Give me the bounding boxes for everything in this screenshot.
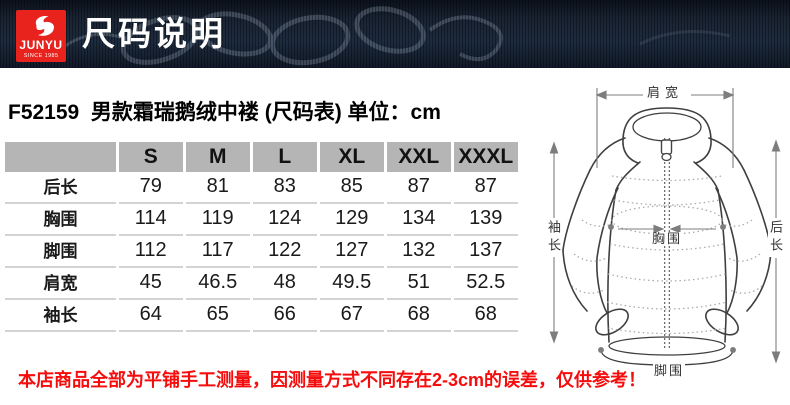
table-cell: 67 <box>319 300 384 332</box>
table-cell: 83 <box>252 172 317 204</box>
table-cell: 68 <box>453 300 518 332</box>
chain-sketch-decoration <box>59 6 731 66</box>
arrow-down <box>771 351 781 364</box>
table-cell: 46.5 <box>185 268 250 300</box>
header-banner: JUNYU SINCE 1985 尺码说明 <box>0 0 790 68</box>
table-cell: 51 <box>386 268 451 300</box>
size-table: S M L XL XXL XXXL 后长 79 81 83 85 87 87 胸… <box>5 142 518 332</box>
table-header-cell: S <box>118 142 183 172</box>
body-left <box>607 189 617 343</box>
body-right <box>717 189 727 343</box>
table-cell: 134 <box>386 204 451 236</box>
right-arm-inner <box>715 187 738 314</box>
arrow-left <box>595 90 607 100</box>
hood-outline <box>622 107 712 164</box>
table-cell: 48 <box>252 268 317 300</box>
right-arm-outer <box>743 169 772 251</box>
arrow-right <box>723 90 735 100</box>
row-label: 脚围 <box>5 236 116 268</box>
row-label: 袖长 <box>5 300 116 332</box>
table-cell: 87 <box>386 172 451 204</box>
brand-since: SINCE 1985 <box>23 53 59 59</box>
scanline-texture <box>0 0 790 68</box>
table-cell: 119 <box>185 204 250 236</box>
table-cell: 122 <box>252 236 317 268</box>
table-cell: 124 <box>252 204 317 236</box>
table-cell: 79 <box>118 172 183 204</box>
brand-name: JUNYU <box>19 38 63 52</box>
table-cell: 65 <box>185 300 250 332</box>
zipper-pull <box>660 139 673 155</box>
table-header-cell: XXXL <box>453 142 518 172</box>
table-header-cell: XXL <box>386 142 451 172</box>
row-label: 胸围 <box>5 204 116 236</box>
hem-label: 脚围 <box>653 363 686 378</box>
hem-ellipse <box>608 336 726 356</box>
hood-opening <box>632 112 702 142</box>
table-cell: 85 <box>319 172 384 204</box>
table-header-cell: L <box>252 142 317 172</box>
zipper-slider <box>661 152 672 162</box>
product-title: F52159 男款霜瑞鹅绒中褛 (尺码表) 单位：cm <box>8 101 441 124</box>
chest-label: 胸围 <box>651 231 684 246</box>
measurement-note: 本店商品全部为平铺手工测量，因测量方式不同存在2-3cm的误差，仅供参考！ <box>18 370 647 390</box>
table-cell: 68 <box>386 300 451 332</box>
back-length-label: 后长 <box>768 219 783 257</box>
table-cell: 45 <box>118 268 183 300</box>
table-cell: 49.5 <box>319 268 384 300</box>
chest-ellipse <box>611 205 723 235</box>
shoulder-width-label: 肩宽 <box>646 85 685 100</box>
table-cell: 127 <box>319 236 384 268</box>
sleeve-length-label: 袖长 <box>546 219 561 257</box>
table-header-cell-empty <box>5 142 116 172</box>
left-arm-inner <box>596 187 619 314</box>
table-header-cell: XL <box>319 142 384 172</box>
table-cell: 139 <box>453 204 518 236</box>
table-cell: 129 <box>319 204 384 236</box>
page-title: 尺码说明 <box>82 15 226 52</box>
quilting-lines <box>571 175 763 335</box>
table-cell: 81 <box>185 172 250 204</box>
table-cell: 132 <box>386 236 451 268</box>
arrow-inward-right <box>653 224 665 234</box>
left-cuff <box>595 308 629 336</box>
table-cell: 52.5 <box>453 268 518 300</box>
right-shoulder <box>708 137 745 171</box>
dimension-lines <box>549 88 781 364</box>
table-header-cell: M <box>185 142 250 172</box>
right-cuff <box>705 308 739 336</box>
table-cell: 112 <box>118 236 183 268</box>
table-cell: 87 <box>453 172 518 204</box>
row-label: 肩宽 <box>5 268 116 300</box>
arrow-down <box>549 331 559 344</box>
table-cell: 66 <box>252 300 317 332</box>
table-cell: 137 <box>453 236 518 268</box>
table-cell: 114 <box>118 204 183 236</box>
table-cell: 64 <box>118 300 183 332</box>
swirl-s-icon <box>35 15 55 36</box>
row-label: 后长 <box>5 172 116 204</box>
brand-logo: JUNYU SINCE 1985 <box>16 10 66 62</box>
left-arm-outer <box>562 169 591 251</box>
table-cell: 117 <box>185 236 250 268</box>
left-shoulder <box>589 137 626 171</box>
arrow-inward-left <box>669 224 681 234</box>
